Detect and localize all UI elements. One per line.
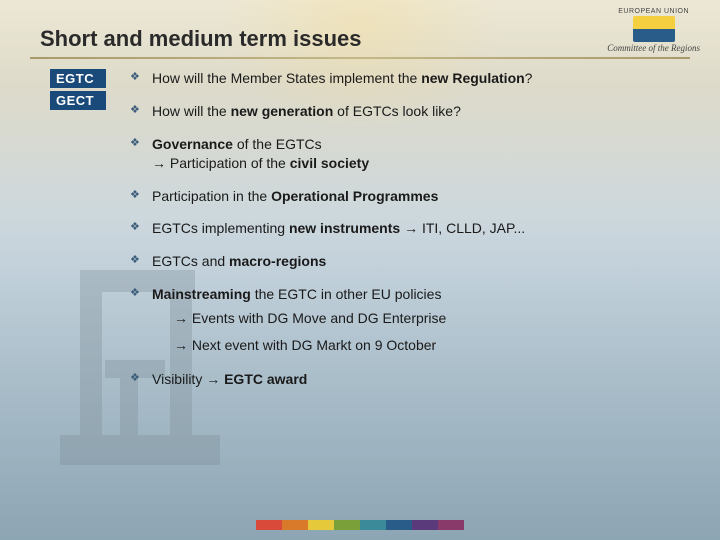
- bullet-item: How will the new generation of EGTCs loo…: [130, 102, 690, 121]
- egtc-badge: EGTC: [50, 69, 106, 88]
- bullet-sub-item: → Events with DG Move and DG Enterprise: [152, 308, 690, 329]
- cor-label: Committee of the Regions: [607, 43, 700, 53]
- bullet-column: How will the Member States implement the…: [120, 69, 690, 403]
- cor-logo-icon: [633, 16, 675, 42]
- slide-header: Short and medium term issues EUROPEAN UN…: [0, 0, 720, 57]
- footer-color-segment: [386, 520, 412, 530]
- bullet-item: Participation in the Operational Program…: [130, 187, 690, 206]
- slide-content: EGTC GECT How will the Member States impl…: [0, 59, 720, 403]
- slide-title: Short and medium term issues: [40, 8, 362, 52]
- footer-color-segment: [360, 520, 386, 530]
- footer-color-segment: [282, 520, 308, 530]
- bullet-item: EGTCs implementing new instruments → ITI…: [130, 219, 690, 238]
- left-badge-column: EGTC GECT: [50, 69, 120, 403]
- footer-color-segment: [256, 520, 282, 530]
- bullet-item: Governance of the EGTCs→ Participation o…: [130, 135, 690, 173]
- footer-color-segment: [308, 520, 334, 530]
- bullet-item: Visibility → EGTC award: [130, 370, 690, 389]
- bullet-list: How will the Member States implement the…: [130, 69, 690, 389]
- bullet-item: How will the Member States implement the…: [130, 69, 690, 88]
- header-logo-block: EUROPEAN UNION Committee of the Regions: [607, 8, 700, 53]
- footer-color-segment: [334, 520, 360, 530]
- egtc-badge: GECT: [50, 91, 106, 110]
- bullet-item: EGTCs and macro-regions: [130, 252, 690, 271]
- bullet-sub-item: → Next event with DG Markt on 9 October: [152, 335, 690, 356]
- footer-color-segment: [438, 520, 464, 530]
- footer-color-bar: [256, 520, 464, 530]
- footer-color-segment: [412, 520, 438, 530]
- bullet-item: Mainstreaming the EGTC in other EU polic…: [130, 285, 690, 356]
- eu-label: EUROPEAN UNION: [607, 8, 700, 15]
